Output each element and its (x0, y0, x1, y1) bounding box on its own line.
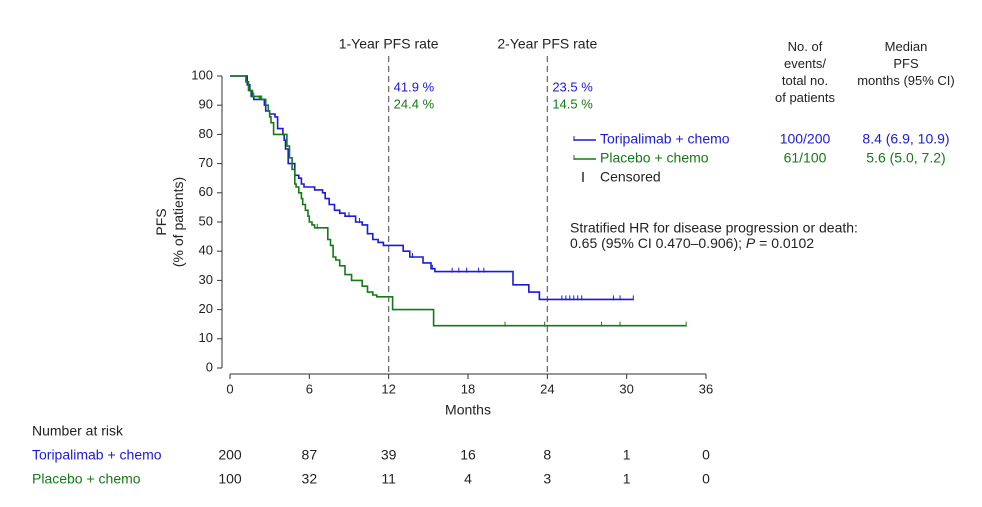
risk-table-value: 4 (464, 471, 472, 487)
x-tick-label: 6 (306, 381, 313, 396)
x-axis-title: Months (445, 402, 491, 418)
x-tick-label: 0 (226, 381, 233, 396)
reference-rate-value: 41.9 % (394, 79, 435, 94)
legend-events-value: 61/100 (784, 150, 827, 166)
hr-annotation-line1: Stratified HR for disease progression or… (570, 220, 858, 236)
x-tick-label: 18 (461, 381, 475, 396)
y-tick-label: 80 (199, 126, 213, 141)
risk-table-value: 11 (381, 471, 396, 487)
legend-series-label: Toripalimab + chemo (600, 131, 730, 147)
risk-table-value: 16 (460, 447, 476, 463)
y-tick-label: 40 (199, 243, 213, 258)
risk-table-value: 0 (702, 447, 710, 463)
legend-column-header: Median PFS months (95% CI) (857, 39, 955, 88)
risk-table-value: 200 (218, 447, 242, 463)
y-tick-label: 100 (191, 67, 213, 82)
y-tick-label: 0 (206, 359, 213, 374)
risk-table-value: 8 (543, 447, 551, 463)
reference-rate-value: 24.4 % (394, 96, 435, 111)
km-curve (230, 75, 687, 327)
risk-table-value: 0 (702, 471, 710, 487)
y-tick-label: 60 (199, 184, 213, 199)
y-tick-label: 70 (199, 155, 213, 170)
risk-table-value: 1 (623, 471, 631, 487)
risk-table-value: 32 (302, 471, 318, 487)
legend-series-label: Placebo + chemo (600, 150, 709, 166)
x-tick-label: 36 (699, 381, 713, 396)
risk-table-row-label: Toripalimab + chemo (32, 447, 162, 463)
reference-rate-value: 14.5 % (552, 96, 593, 111)
risk-table-value: 87 (302, 447, 318, 463)
legend-events-value: 100/200 (780, 131, 831, 147)
x-tick-label: 24 (540, 381, 554, 396)
legend-censored-label: Censored (600, 169, 661, 185)
legend-median-value: 8.4 (6.9, 10.9) (862, 131, 949, 147)
x-tick-label: 12 (381, 381, 395, 396)
legend-median-value: 5.6 (5.0, 7.2) (866, 150, 945, 166)
y-tick-label: 90 (199, 97, 213, 112)
hr-annotation-line2: 0.65 (95% CI 0.470–0.906); P = 0.0102 (570, 235, 814, 251)
y-tick-label: 50 (199, 213, 213, 228)
reference-rate-value: 23.5 % (552, 79, 593, 94)
legend-column-header: No. of events/total no. of patients (775, 39, 835, 105)
reference-line-label: 1-Year PFS rate (339, 36, 439, 52)
y-tick-label: 10 (199, 330, 213, 345)
risk-table-value: 100 (218, 471, 242, 487)
y-axis-title: PFS(% of patients) (153, 177, 186, 267)
y-tick-label: 30 (199, 272, 213, 287)
risk-table-row-label: Placebo + chemo (32, 471, 141, 487)
risk-table-title: Number at risk (32, 423, 124, 439)
risk-table-value: 3 (543, 471, 551, 487)
reference-line-label: 2-Year PFS rate (497, 36, 597, 52)
risk-table-value: 1 (623, 447, 631, 463)
y-tick-label: 20 (199, 301, 213, 316)
risk-table-value: 39 (381, 447, 397, 463)
x-tick-label: 30 (619, 381, 633, 396)
